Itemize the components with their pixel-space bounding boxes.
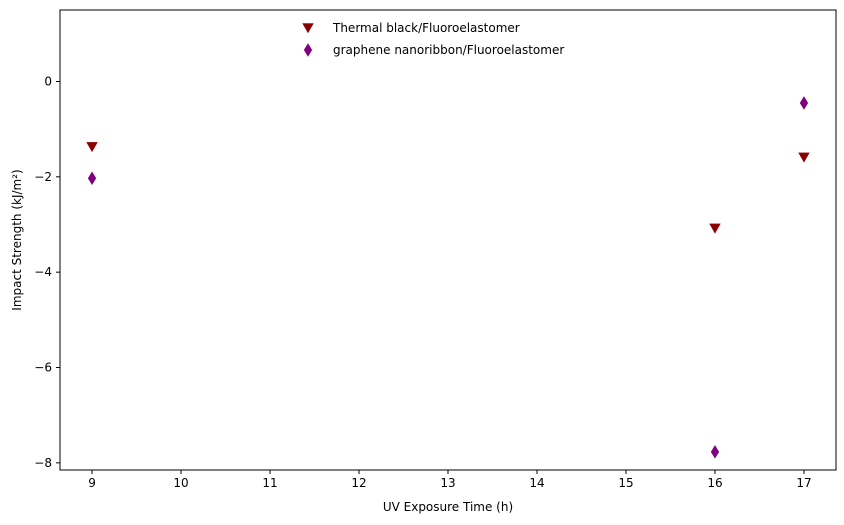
x-tick-label: 16	[707, 476, 722, 490]
y-axis-label: Impact Strength (kJ/m²)	[10, 169, 24, 310]
y-axis: −8 −6 −4 −2 0	[34, 75, 60, 470]
x-axis-label: UV Exposure Time (h)	[383, 500, 513, 514]
x-tick-label: 15	[618, 476, 633, 490]
x-tick-label: 14	[529, 476, 544, 490]
x-tick-label: 13	[440, 476, 455, 490]
x-tick-label: 9	[88, 476, 96, 490]
graphene-nanoribbon-point	[710, 445, 720, 459]
y-tick-label: −8	[34, 456, 52, 470]
thermal-black-point	[86, 142, 98, 153]
graphene-nanoribbon-point	[799, 96, 809, 110]
y-tick-label: 0	[44, 75, 52, 89]
x-tick-label: 10	[173, 476, 188, 490]
x-tick-label: 11	[262, 476, 277, 490]
graphene-nanoribbon-point	[87, 171, 97, 186]
x-tick-label: 12	[351, 476, 366, 490]
x-tick-label: 17	[796, 476, 811, 490]
y-tick-label: −6	[34, 361, 52, 375]
legend-triangle-marker	[302, 23, 314, 34]
thermal-black-point	[798, 152, 810, 163]
legend-diamond-marker	[303, 43, 313, 57]
y-tick-label: −4	[34, 265, 52, 279]
data-points	[86, 96, 810, 459]
thermal-black-point	[709, 223, 721, 234]
legend: Thermal black/Fluoroelastomer graphene na…	[302, 21, 564, 57]
legend-label: graphene nanoribbon/Fluoroelastomer	[333, 43, 564, 57]
plot-frame	[59, 9, 837, 471]
y-tick-label: −2	[34, 170, 52, 184]
x-axis: 9 10 11 12 13 14 15 16 17	[88, 470, 812, 490]
legend-label: Thermal black/Fluoroelastomer	[332, 21, 520, 35]
